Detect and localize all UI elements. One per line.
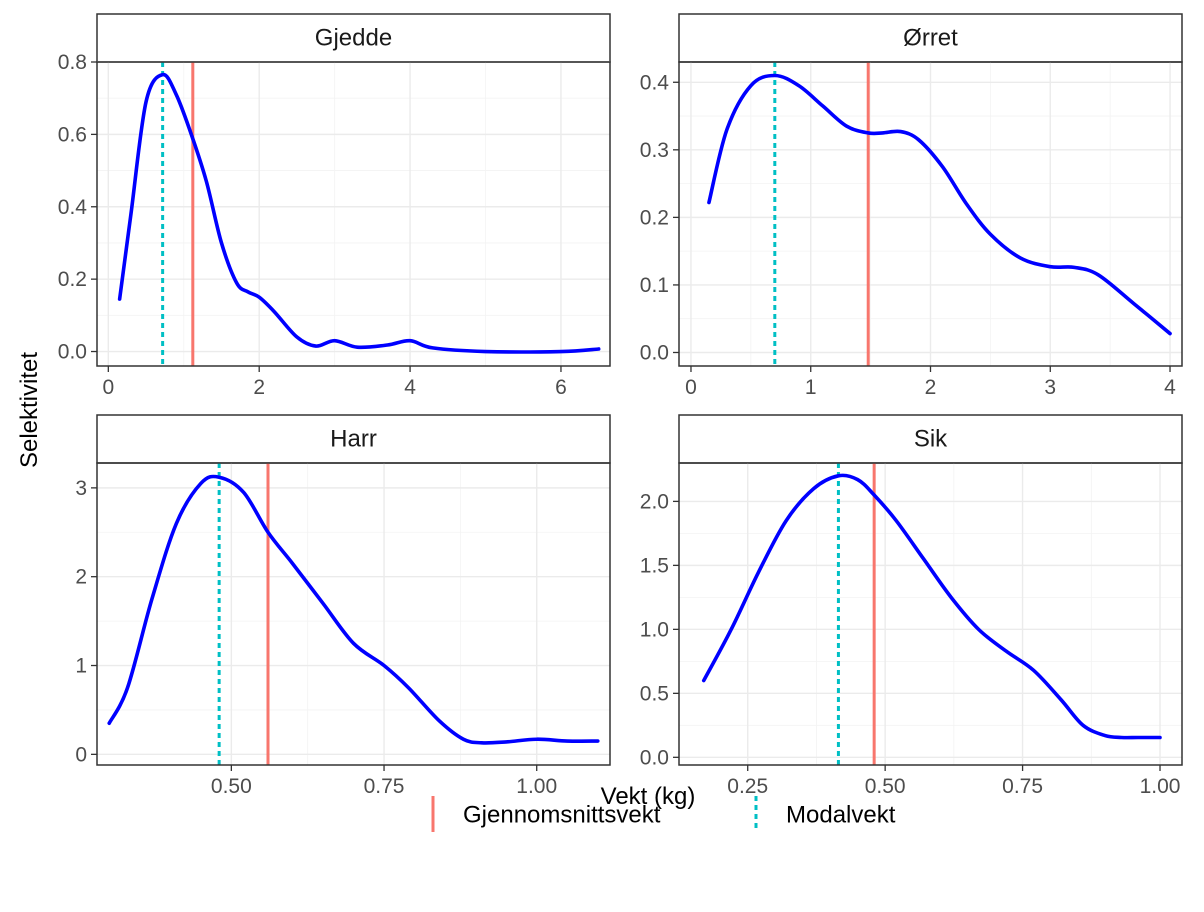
selectivity-curve — [701, 473, 1162, 740]
y-tick-label: 0.6 — [58, 123, 87, 146]
panel-border — [96, 61, 611, 367]
x-tick-label: 1.00 — [516, 775, 557, 798]
x-axis-title: Vekt (kg) — [601, 783, 696, 810]
x-tick-label: 0.75 — [364, 775, 405, 798]
x-tick-label: 0.50 — [865, 775, 906, 798]
x-tick-label: 1.00 — [1140, 775, 1181, 798]
x-tick-label: 6 — [555, 376, 567, 399]
panel-border — [96, 462, 611, 766]
facet-title: Ørret — [903, 24, 958, 51]
y-tick-label: 0.4 — [58, 196, 88, 219]
y-tick-label: 0.8 — [58, 51, 87, 74]
facet-strip — [96, 414, 611, 464]
panel-gjedde: Gjedde 0 2 4 6 0.0 0.2 0.4 0.6 0.8 — [58, 13, 611, 399]
y-tick-label: 3 — [75, 477, 87, 500]
x-tick-label: 3 — [1044, 376, 1056, 399]
facet-title: Gjedde — [315, 24, 392, 51]
y-tick-label: 0.4 — [640, 71, 670, 94]
facet-title: Harr — [330, 425, 377, 452]
selectivity-curve — [107, 474, 600, 745]
y-tick-label: 2.0 — [640, 490, 669, 513]
facet-panels: Gjedde 0 2 4 6 0.0 0.2 0.4 0.6 0.8 Ørret 0 1 2 3 4 0.0 0.… — [58, 13, 1183, 798]
y-tick-label: 0.2 — [640, 206, 669, 229]
facet-title: Sik — [914, 425, 948, 452]
x-tick-label: 0 — [685, 376, 697, 399]
x-tick-label: 2 — [925, 376, 937, 399]
x-tick-label: 2 — [253, 376, 265, 399]
facet-strip — [96, 13, 611, 63]
legend: Gjennomsnittsvekt Modalvekt — [431, 796, 896, 832]
x-tick-label: 0.50 — [211, 775, 252, 798]
y-tick-label: 0.1 — [640, 274, 669, 297]
y-tick-label: 0 — [75, 743, 87, 766]
x-tick-label: 4 — [1164, 376, 1176, 399]
panel-border — [678, 462, 1183, 766]
selectivity-curve — [707, 73, 1172, 336]
y-tick-label: 0.2 — [58, 268, 87, 291]
y-tick-label: 2 — [75, 566, 87, 589]
x-tick-label: 0.75 — [1002, 775, 1043, 798]
y-tick-label: 0.5 — [640, 682, 669, 705]
facet-strip — [678, 414, 1183, 464]
x-tick-label: 0.25 — [727, 775, 768, 798]
selectivity-curve — [117, 72, 601, 354]
legend-label-mean-weight: Gjennomsnittsvekt — [463, 801, 661, 828]
x-tick-label: 0 — [102, 376, 114, 399]
y-tick-label: 1.5 — [640, 554, 669, 577]
y-tick-label: 1 — [75, 655, 87, 678]
y-axis-title: Selektivitet — [16, 352, 43, 468]
x-tick-label: 4 — [404, 376, 416, 399]
y-tick-label: 0.0 — [640, 341, 669, 364]
y-tick-label: 0.3 — [640, 139, 669, 162]
y-tick-label: 0.0 — [640, 746, 669, 769]
y-tick-label: 0.0 — [58, 341, 87, 364]
x-tick-label: 1 — [805, 376, 817, 399]
facet-strip — [678, 13, 1183, 63]
panel-orret: Ørret 0 1 2 3 4 0.0 0.1 0.2 0.3 0.4 — [640, 13, 1183, 399]
legend-label-modal-weight: Modalvekt — [786, 801, 896, 828]
panel-harr: Harr 0.50 0.75 1.00 0 1 2 3 — [75, 414, 611, 798]
y-tick-label: 1.0 — [640, 618, 669, 641]
panel-sik: Sik 0.25 0.50 0.75 1.00 0.0 0.5 1.0 1.5 2.0 — [640, 414, 1183, 798]
